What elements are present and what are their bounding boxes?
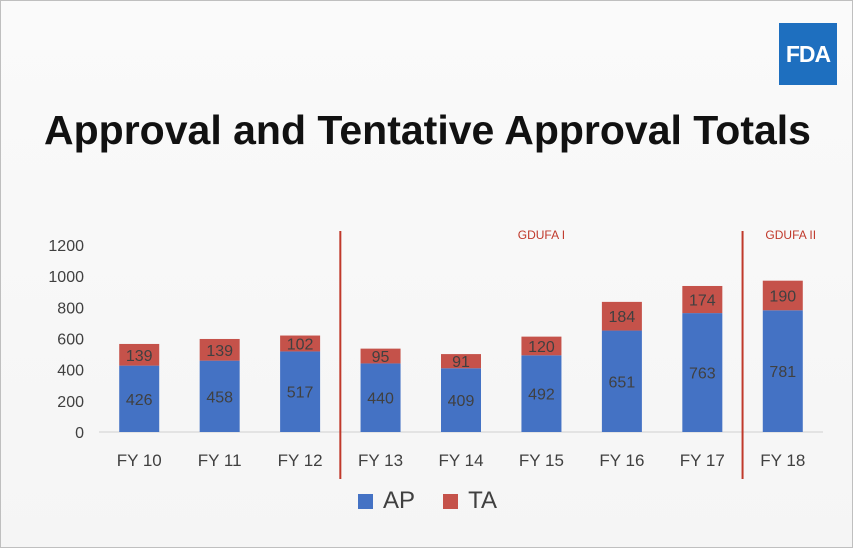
legend-label-ta: TA bbox=[468, 487, 497, 514]
x-tick-label: FY 10 bbox=[117, 451, 162, 470]
bar-ap bbox=[360, 363, 401, 432]
data-label-ta: 139 bbox=[126, 348, 153, 365]
data-label-ta: 91 bbox=[452, 354, 470, 371]
x-axis: FY 10 FY 11 FY 12 FY 13 FY 14 FY 15 FY 16 FY 17… bbox=[117, 451, 806, 470]
x-tick-label: FY 17 bbox=[680, 451, 725, 470]
bar-ta bbox=[762, 280, 803, 311]
x-tick-label: FY 13 bbox=[358, 451, 403, 470]
bar-ap bbox=[682, 313, 723, 432]
data-label-ap: 781 bbox=[769, 364, 796, 381]
bar-ap bbox=[280, 351, 321, 432]
bar-ap bbox=[119, 365, 160, 432]
slide-title: Approval and Tentative Approval Totals bbox=[44, 107, 811, 153]
bar-ap bbox=[441, 368, 481, 432]
data-label-ap: 763 bbox=[689, 366, 716, 383]
data-label-ap: 492 bbox=[528, 387, 555, 404]
legend: AP TA bbox=[1, 487, 852, 515]
data-label-ap: 517 bbox=[287, 385, 314, 402]
data-label-ap: 409 bbox=[448, 393, 475, 410]
bar-ap bbox=[762, 310, 803, 432]
bar-ta bbox=[280, 335, 321, 352]
legend-swatch-ta bbox=[443, 493, 459, 509]
legend-swatch-ap bbox=[358, 493, 374, 509]
gdufa-i-label: GDUFA I bbox=[518, 228, 565, 242]
y-tick-label: 600 bbox=[57, 332, 84, 349]
data-label-ta: 184 bbox=[609, 309, 636, 326]
bar-ta bbox=[199, 338, 240, 361]
data-label-ta: 190 bbox=[769, 288, 796, 305]
bar-ta bbox=[441, 354, 481, 369]
bar-ap bbox=[199, 360, 240, 432]
bar-ta bbox=[601, 301, 642, 331]
bars: 426 139 458 139 517 102 440 95 409 91 492 120 651 184… bbox=[119, 280, 803, 432]
bar-ta bbox=[119, 343, 160, 366]
bar-ta bbox=[521, 336, 562, 356]
data-label-ta: 174 bbox=[689, 293, 716, 310]
fda-logo: FDA bbox=[779, 23, 837, 85]
x-tick-label: FY 14 bbox=[438, 451, 483, 470]
gdufa-markers: GDUFA I GDUFA II bbox=[339, 228, 816, 479]
data-label-ap: 651 bbox=[609, 374, 636, 391]
gdufa-ii-label: GDUFA II bbox=[765, 228, 816, 242]
y-tick-label: 1200 bbox=[48, 238, 84, 255]
y-tick-label: 0 bbox=[75, 425, 84, 442]
x-tick-label: FY 18 bbox=[760, 451, 805, 470]
bar-ta bbox=[360, 348, 401, 364]
legend-item-ap: AP bbox=[358, 487, 415, 515]
data-label-ta: 95 bbox=[372, 349, 390, 366]
data-label-ap: 440 bbox=[367, 391, 394, 408]
x-tick-label: FY 15 bbox=[519, 451, 564, 470]
bar-ap bbox=[521, 355, 562, 432]
data-label-ap: 458 bbox=[206, 389, 233, 406]
y-tick-label: 1000 bbox=[48, 269, 84, 286]
data-label-ta: 139 bbox=[206, 343, 233, 360]
legend-label-ap: AP bbox=[383, 487, 416, 514]
y-tick-label: 200 bbox=[57, 394, 84, 411]
y-tick-label: 800 bbox=[57, 300, 84, 317]
data-label-ta: 102 bbox=[287, 336, 314, 353]
legend-item-ta: TA bbox=[443, 487, 497, 515]
x-tick-label: FY 11 bbox=[198, 451, 242, 470]
x-tick-label: FY 16 bbox=[599, 451, 644, 470]
y-tick-label: 400 bbox=[57, 363, 84, 380]
data-label-ap: 426 bbox=[126, 392, 153, 409]
x-tick-label: FY 12 bbox=[278, 451, 323, 470]
bar-ta bbox=[682, 285, 723, 314]
bar-ap bbox=[601, 330, 642, 432]
data-label-ta: 120 bbox=[528, 339, 555, 356]
